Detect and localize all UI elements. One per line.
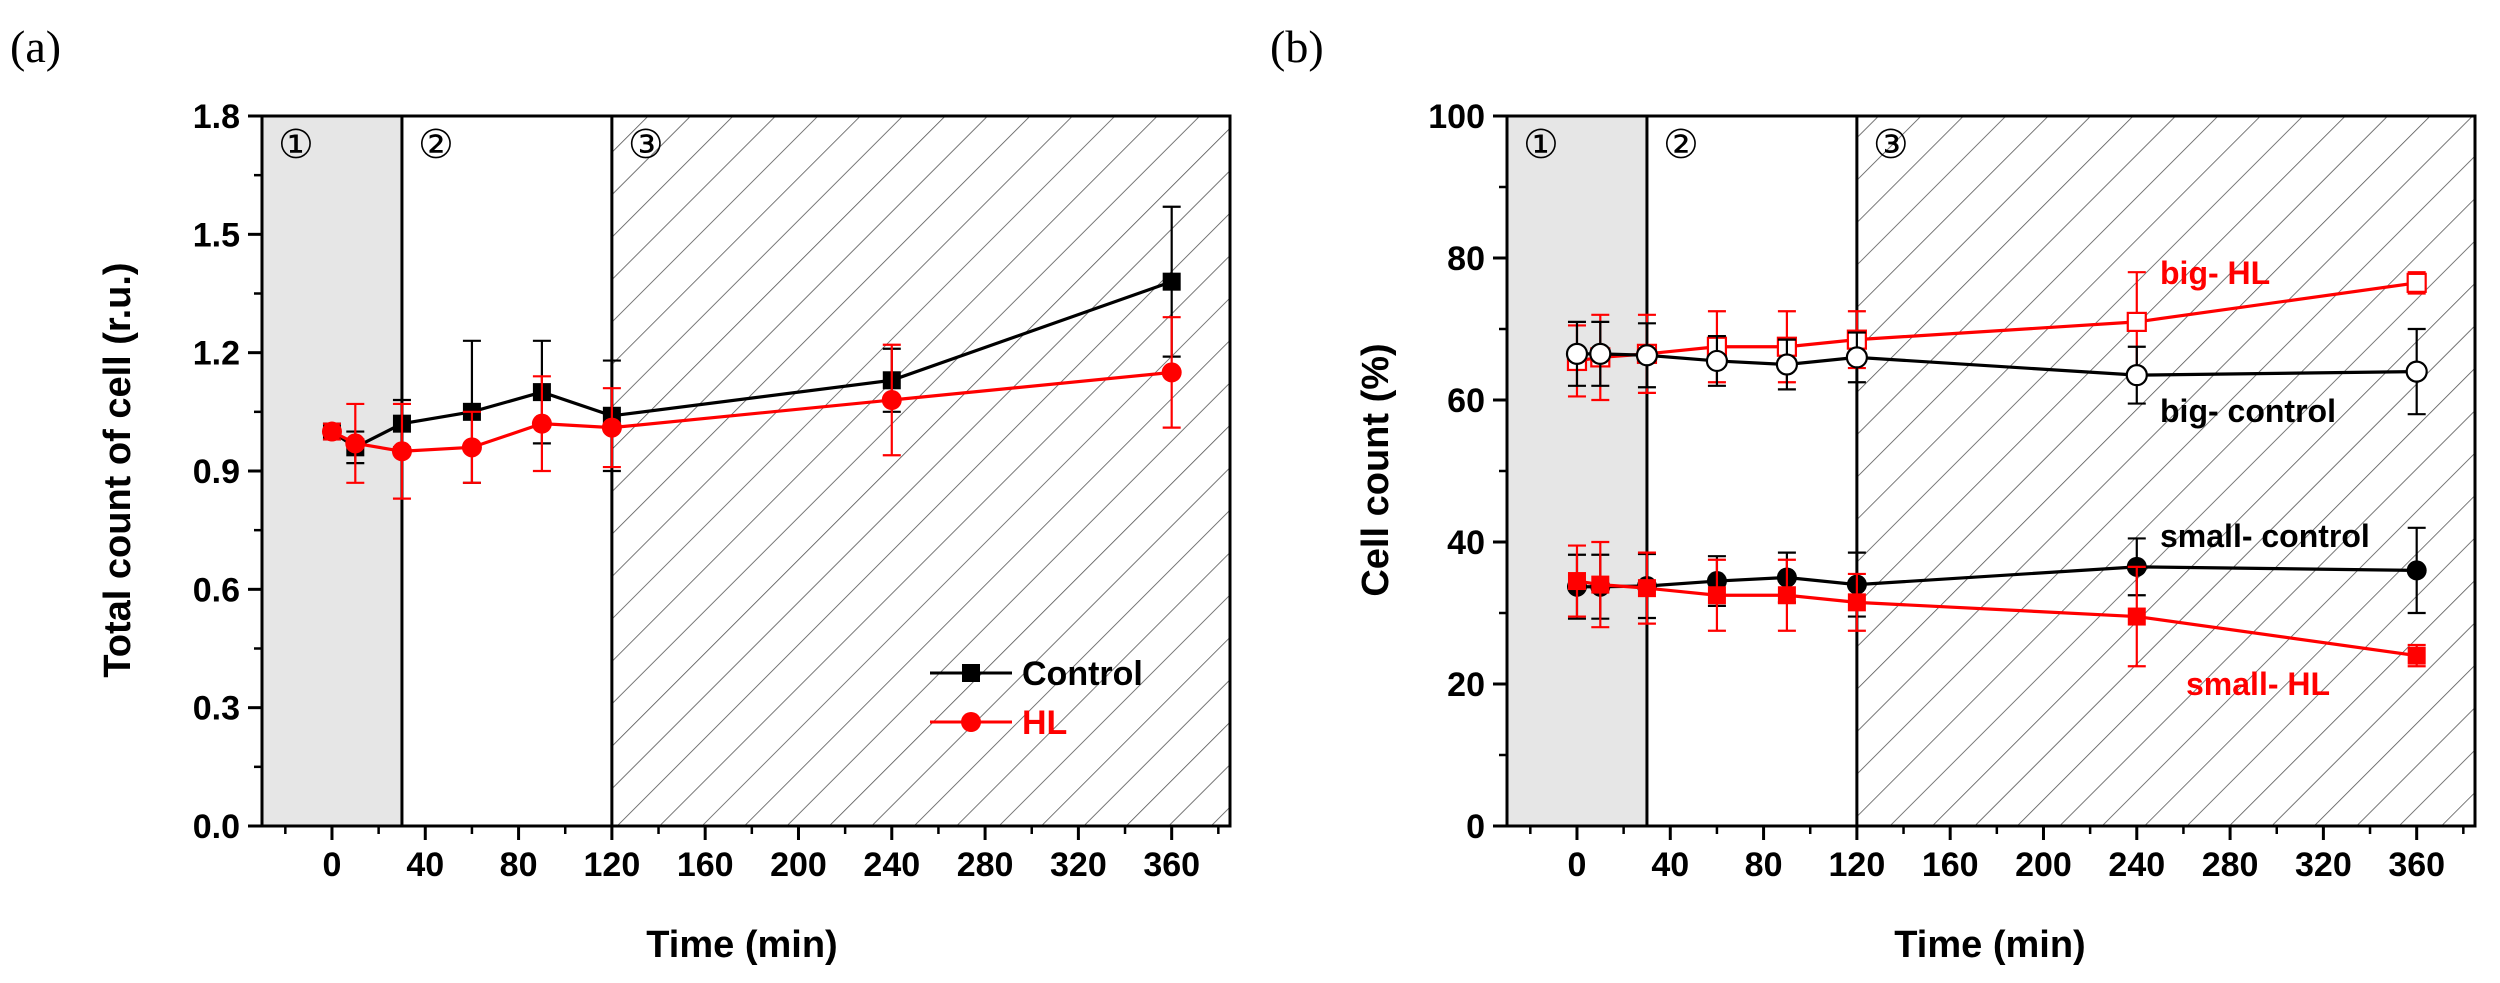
panel-label-b: (b): [1270, 21, 1324, 72]
data-point-small-hl: [1591, 575, 1610, 594]
data-point-hl: [881, 390, 902, 410]
y-tick-label: 0: [1466, 808, 1485, 846]
data-point-hl: [601, 417, 622, 438]
x-tick-label: 200: [770, 846, 827, 884]
data-point-big-hl: [2406, 272, 2427, 293]
y-tick-label: 80: [1447, 240, 1485, 278]
chart-panel-b: ① ② ③ 0 20 40 60 80 100 0 40 80 120 160 200 240 280 320 36…: [1428, 98, 2477, 884]
chart-panel-a: ① ② ③ 0.0 0.3 0.6 0.9 1.2 1.5 1.8 0 40 80 120 160 200 24…: [193, 98, 1232, 884]
x-tick-label: 120: [1829, 846, 1886, 884]
x-tick-label: 160: [1922, 846, 1979, 884]
data-point-hl: [461, 437, 482, 458]
region-2: [402, 116, 612, 826]
y-axis-title-b: Cell count (%): [1355, 343, 1397, 596]
region-label: ①: [1523, 123, 1559, 167]
annotation-small-hl: small- HL: [2186, 666, 2330, 702]
y-tick-label: 60: [1447, 382, 1485, 420]
region-label: ②: [418, 123, 454, 167]
annotation-big-control: big- control: [2160, 393, 2336, 429]
data-point-hl: [321, 421, 342, 442]
data-point-big-control: [1635, 344, 1659, 367]
data-point-big-control: [2125, 364, 2148, 387]
data-point-hl: [531, 413, 552, 434]
panel-label-a: (a): [10, 21, 61, 72]
y-axis-title-a: Total count of cell (r.u.): [97, 262, 139, 677]
data-point-big-control: [1845, 346, 1868, 369]
region-label: ①: [278, 123, 314, 167]
data-point-big-hl: [2126, 311, 2147, 332]
x-tick-label: 0: [1568, 846, 1587, 884]
x-tick-label: 320: [1050, 846, 1107, 884]
region-label: ②: [1663, 123, 1699, 167]
data-point-big-control: [1775, 353, 1799, 376]
x-tick-label: 280: [2202, 846, 2259, 884]
data-point-small-hl: [1777, 586, 1796, 605]
data-point-small-hl: [1847, 593, 1866, 612]
y-tick-label: 0.0: [193, 808, 240, 846]
y-tick-label: 20: [1447, 666, 1485, 704]
x-axis-title-b: Time (min): [1894, 924, 2085, 966]
x-tick-label: 40: [406, 846, 444, 884]
region-3: [1856, 116, 2475, 826]
y-tick-label: 40: [1447, 524, 1485, 562]
data-point-hl: [1161, 362, 1182, 383]
y-tick-label: 0.6: [193, 571, 240, 609]
legend-control-label: Control: [1022, 655, 1143, 693]
y-tick-label: 0.3: [193, 690, 240, 728]
legend: Control HL: [930, 655, 1143, 742]
x-tick-label: 320: [2295, 846, 2352, 884]
x-tick-label: 80: [500, 846, 538, 884]
x-tick-label: 240: [2108, 846, 2165, 884]
x-tick-label: 40: [1651, 846, 1689, 884]
y-tick-label: 1.5: [193, 216, 240, 254]
x-tick-label: 80: [1745, 846, 1783, 884]
data-point-small-hl: [1707, 586, 1726, 605]
x-tick-label: 160: [677, 846, 734, 884]
region-2: [1647, 116, 1857, 826]
data-point-small-hl: [2127, 607, 2146, 626]
legend-hl-label: HL: [1022, 704, 1067, 742]
y-tick-label: 1.2: [193, 335, 240, 373]
x-tick-label: 360: [2388, 846, 2445, 884]
x-tick-label: 200: [2015, 846, 2072, 884]
region-label: ③: [1873, 123, 1909, 167]
region-3: [611, 116, 1230, 826]
legend-hl-marker: [961, 712, 981, 732]
data-point-big-control: [1589, 342, 1612, 365]
x-tick-label: 280: [957, 846, 1014, 884]
data-point-big-control: [1705, 349, 1729, 373]
region-label: ③: [628, 123, 664, 167]
annotation-big-hl: big- HL: [2160, 255, 2270, 291]
data-point-hl: [345, 433, 366, 454]
y-tick-label: 100: [1428, 98, 1485, 136]
data-point-hl: [391, 441, 412, 462]
y-tick-label: 1.8: [193, 98, 240, 136]
data-point-big-control: [1565, 342, 1589, 365]
data-point-big-control: [2405, 360, 2428, 383]
region-1: [1507, 116, 1647, 826]
data-point-small-hl: [2407, 646, 2426, 665]
data-point-small-control: [2406, 560, 2427, 581]
x-axis-title-a: Time (min): [646, 924, 837, 966]
data-point-small-hl: [1637, 579, 1656, 598]
y-tick-label: 0.9: [193, 453, 240, 491]
x-tick-label: 120: [584, 846, 641, 884]
region-1: [262, 116, 402, 826]
x-tick-label: 360: [1143, 846, 1200, 884]
legend-control-marker: [962, 664, 980, 682]
x-tick-label: 0: [323, 846, 342, 884]
data-point-control: [1162, 272, 1181, 291]
x-tick-label: 240: [863, 846, 920, 884]
data-point-small-hl: [1567, 572, 1586, 591]
annotation-small-control: small- control: [2160, 518, 2370, 554]
